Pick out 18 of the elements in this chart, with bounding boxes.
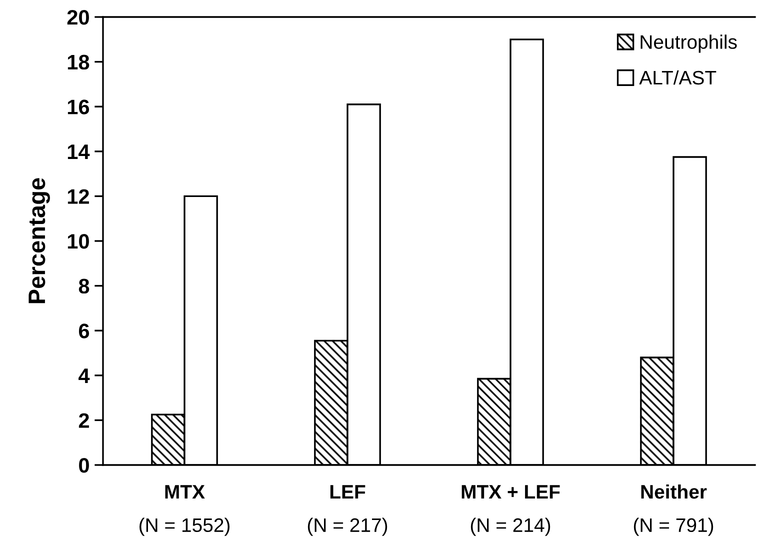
y-tick-label: 18 (68, 54, 90, 70)
y-tick-label: 20 (67, 10, 89, 25)
category-label: Neither (N = 791) (634, 484, 714, 536)
y-tick-label: 12 (68, 189, 89, 204)
y-tick-label: 4 (78, 368, 90, 383)
y-tick-label: 2 (78, 413, 89, 428)
y-tick-label: 16 (68, 100, 90, 114)
category-label: MTX (N = 1552) (140, 485, 230, 536)
y-tick-label: 8 (78, 278, 90, 294)
y-tick-label: 10 (68, 234, 89, 249)
y-axis-title: Percentage (28, 178, 50, 304)
y-tick-label: 0 (79, 458, 89, 473)
legend-label: ALT/AST (639, 70, 716, 85)
category-label: MTX + LEF (N = 214) (462, 485, 560, 536)
category-label: LEF (N = 217) (308, 485, 388, 536)
y-tick-label: 6 (78, 324, 90, 338)
y-tick-label: 14 (68, 144, 90, 159)
legend-label: Neutrophils (640, 34, 737, 53)
